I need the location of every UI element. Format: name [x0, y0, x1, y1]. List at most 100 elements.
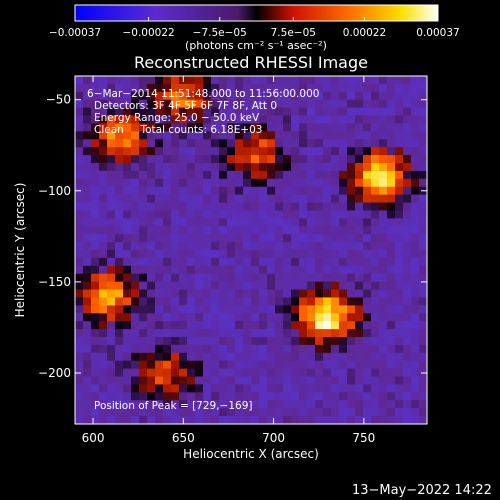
heatmap-cell — [331, 178, 340, 188]
heatmap-cell — [267, 408, 276, 417]
heatmap-cell — [83, 155, 92, 164]
heatmap-cell — [155, 416, 164, 424]
heatmap-cell — [363, 344, 372, 354]
heatmap-cell — [219, 186, 228, 196]
heatmap-cell — [219, 289, 228, 299]
heatmap-cell — [267, 202, 276, 212]
heatmap-cell — [403, 313, 412, 322]
heatmap-cell — [267, 360, 276, 370]
heatmap-cell — [315, 242, 324, 251]
heatmap-cell — [243, 305, 252, 314]
heatmap-cell — [75, 83, 84, 93]
heatmap-cell — [219, 242, 228, 251]
heatmap-cell — [211, 257, 220, 267]
heatmap-cell — [243, 376, 252, 386]
heatmap-cell — [147, 186, 156, 196]
heatmap-cell — [355, 76, 364, 85]
heatmap-cell — [203, 297, 212, 306]
heatmap-cell — [211, 210, 220, 219]
heatmap-cell — [195, 194, 204, 204]
heatmap-cell — [323, 384, 332, 393]
heatmap-cell — [155, 257, 164, 267]
heatmap-cell — [251, 170, 260, 180]
heatmap-cell — [219, 344, 228, 354]
heatmap-cell — [419, 178, 427, 188]
heatmap-cell — [419, 337, 427, 346]
heatmap-cell — [139, 170, 148, 180]
heatmap-cell — [403, 344, 412, 354]
heatmap-cell — [347, 400, 356, 409]
heatmap-cell — [259, 337, 268, 346]
heatmap-cell — [171, 368, 180, 378]
heatmap-cell — [403, 99, 412, 109]
heatmap-cell — [307, 392, 316, 401]
heatmap-cell — [179, 234, 188, 243]
heatmap-cell — [363, 289, 372, 299]
heatmap-cell — [139, 289, 148, 299]
heatmap-cell — [147, 210, 156, 219]
heatmap-cell — [123, 83, 132, 93]
heatmap-cell — [395, 329, 404, 338]
heatmap-cell — [251, 416, 260, 424]
heatmap-cell — [83, 281, 92, 291]
heatmap-cell — [347, 329, 356, 338]
heatmap-cell — [331, 281, 340, 291]
heatmap-cell — [163, 76, 172, 85]
heatmap-cell — [419, 210, 427, 219]
heatmap-cell — [371, 131, 380, 140]
heatmap-cell — [227, 313, 236, 322]
heatmap-cell — [187, 384, 196, 393]
heatmap-cell — [187, 218, 196, 227]
heatmap-cell — [339, 218, 348, 227]
heatmap-cell — [275, 281, 284, 291]
heatmap-cell — [419, 305, 427, 314]
heatmap-cell — [203, 376, 212, 386]
heatmap-cell — [251, 186, 260, 196]
heatmap-cell — [139, 392, 148, 401]
heatmap-cell — [227, 289, 236, 299]
heatmap-cell — [283, 202, 292, 212]
heatmap-cell — [171, 305, 180, 314]
heatmap-cell — [307, 186, 316, 196]
heatmap-cell — [115, 147, 124, 156]
heatmap-cell — [115, 131, 124, 140]
heatmap-cell — [379, 163, 388, 172]
heatmap-cell — [163, 131, 172, 140]
heatmap-cell — [267, 226, 276, 235]
heatmap-cell — [323, 91, 332, 101]
heatmap-cell — [99, 281, 108, 291]
heatmap-cell — [363, 163, 372, 172]
heatmap-cell — [363, 273, 372, 283]
heatmap-cell — [283, 115, 292, 125]
heatmap-cell — [243, 147, 252, 156]
heatmap-cell — [75, 337, 84, 346]
heatmap-cell — [323, 400, 332, 409]
heatmap-cell — [259, 234, 268, 243]
heatmap-cell — [299, 305, 308, 314]
heatmap-cell — [123, 368, 132, 378]
heatmap-cell — [91, 289, 100, 299]
heatmap-cell — [195, 368, 204, 378]
heatmap-cell — [403, 329, 412, 338]
heatmap-cell — [363, 297, 372, 306]
heatmap-cell — [163, 178, 172, 188]
heatmap-cell — [99, 242, 108, 251]
heatmap-cell — [243, 155, 252, 164]
heatmap-cell — [107, 99, 116, 109]
heatmap-cell — [107, 76, 116, 85]
heatmap-cell — [411, 376, 420, 386]
heatmap-cell — [299, 107, 308, 117]
heatmap-cell — [75, 139, 84, 148]
heatmap-cell — [315, 155, 324, 164]
heatmap-cell — [155, 344, 164, 354]
heatmap-cell — [299, 384, 308, 393]
heatmap-cell — [179, 202, 188, 212]
heatmap-cell — [91, 297, 100, 306]
heatmap-cell — [211, 416, 220, 424]
heatmap-cell — [75, 76, 84, 85]
heatmap-cell — [91, 210, 100, 219]
heatmap-cell — [155, 76, 164, 85]
heatmap-cell — [331, 313, 340, 322]
heatmap-cell — [387, 337, 396, 346]
heatmap-cell — [235, 321, 244, 330]
